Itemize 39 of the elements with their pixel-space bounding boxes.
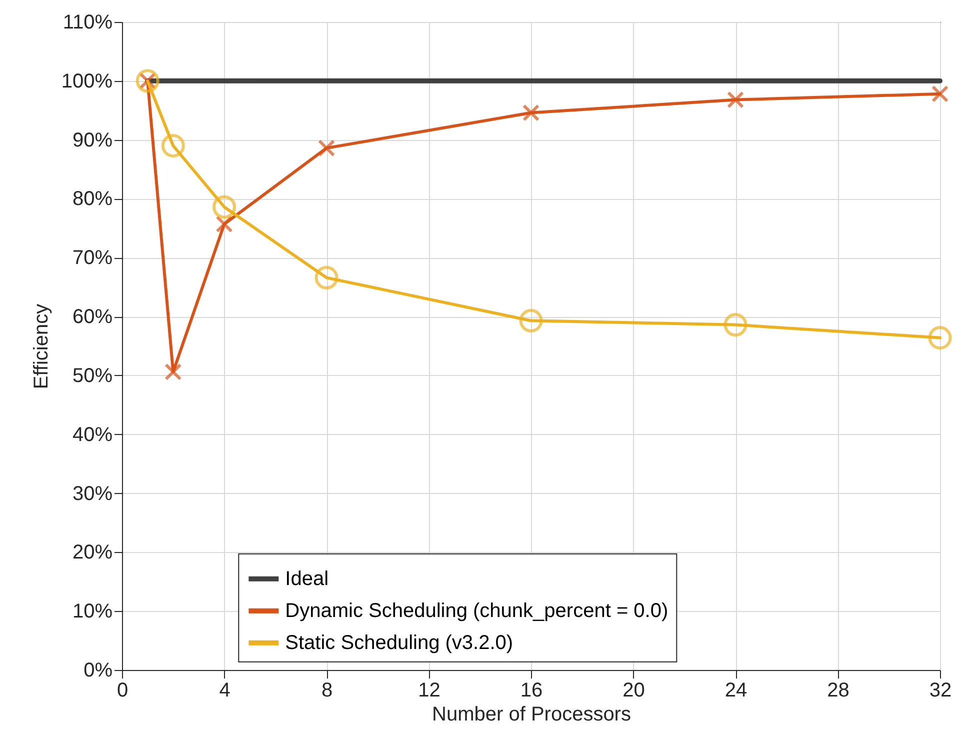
x-axis-title: Number of Processors	[432, 704, 631, 726]
point	[212, 195, 236, 219]
y-tick-label: 110%	[62, 12, 113, 34]
x-tick-label: 20	[622, 680, 645, 702]
point	[164, 363, 182, 380]
y-tick-label: 80%	[72, 188, 113, 210]
x-tick-label: 16	[520, 680, 543, 702]
point	[726, 91, 744, 108]
point	[136, 69, 160, 93]
point	[724, 313, 748, 337]
point	[928, 326, 952, 350]
x-tick-label: 12	[418, 680, 440, 702]
point	[161, 134, 185, 158]
y-tick-label: 20%	[72, 542, 113, 564]
y-tick-label: 70%	[72, 247, 113, 270]
y-tick-label: 60%	[72, 306, 113, 328]
point	[519, 308, 543, 332]
point	[318, 139, 336, 157]
legend-label: Dynamic Scheduling (chunk_percent = 0.0)	[285, 600, 668, 622]
point	[216, 215, 233, 233]
legend-label: Ideal	[285, 568, 329, 590]
x-tick-label: 32	[929, 680, 952, 702]
y-tick-label: 40%	[72, 424, 113, 446]
y-tick-label: 10%	[72, 600, 113, 623]
y-tick-label: 90%	[72, 129, 113, 152]
point	[522, 104, 540, 122]
y-tick-label: 30%	[72, 482, 113, 505]
point	[314, 266, 338, 290]
x-tick-label: 28	[827, 680, 850, 702]
y-tick-label: 50%	[72, 364, 113, 387]
point	[931, 85, 949, 102]
y-axis-title: Efficiency	[30, 304, 52, 390]
x-tick-label: 0	[116, 680, 128, 702]
x-tick-label: 8	[321, 680, 333, 702]
x-tick-label: 4	[219, 680, 230, 702]
x-tick-label: 24	[724, 680, 748, 702]
legend-label: Static Scheduling (v3.2.0)	[285, 632, 514, 654]
y-tick-label: 100%	[61, 70, 113, 92]
y-tick-label: 0%	[84, 660, 113, 682]
